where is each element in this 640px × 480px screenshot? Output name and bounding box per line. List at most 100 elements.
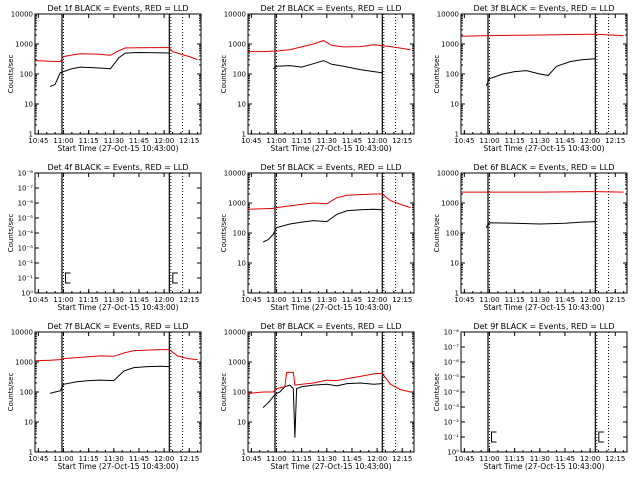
x-tick-label: 11:00 [479,296,499,304]
panel-title: Det 1f BLACK = Events, RED = LLD [47,4,188,13]
detector-panel-7: Det 7f BLACK = Events, RED = LLD 10:45 11:… [7,322,202,471]
x-tick-label: 11:30 [530,455,550,463]
y-tick-label: 10000 [11,11,33,19]
x-tick-label: 11:30 [317,455,337,463]
x-tick-label: 11:00 [479,455,499,463]
y-tick-label: 10⁻⁷ [18,185,34,193]
x-tick-label: 11:30 [104,455,124,463]
x-tick-label: 10:45 [454,296,474,304]
x-tick-label: 10:45 [28,455,48,463]
x-tick-label: 12:15 [605,296,625,304]
x-tick-label: 11:15 [292,137,312,145]
x-tick-label: 10:45 [454,137,474,145]
y-tick-label: 100 [446,71,459,79]
lld-series-line [34,47,198,63]
panel-title: Det 5f BLACK = Events, RED = LLD [260,163,401,172]
y-tick-label: 100 [20,389,33,397]
y-tick-label: 10 [237,260,246,268]
events-series-line [272,60,383,74]
x-tick-label: 12:15 [605,455,625,463]
x-tick-label: 11:45 [555,455,575,463]
y-tick-label: 10⁻⁵ [444,374,460,382]
y-tick-label: 1000 [441,41,459,49]
detector-panel-8: Det 8f BLACK = Events, RED = LLD 10:45 11:… [220,322,415,471]
plot-frame [34,331,202,453]
y-tick-label: 10000 [224,170,246,178]
y-tick-label: 1000 [15,359,33,367]
no-data-bracket [491,431,497,443]
x-axis-label: Start Time (27-Oct-15 10:43:00) [270,144,391,153]
x-tick-label: 11:45 [342,137,362,145]
y-tick-label: 10 [450,101,459,109]
y-tick-label: 1 [242,290,246,298]
y-tick-label: 10000 [437,11,459,19]
y-tick-label: 10⁻⁶ [444,359,460,367]
events-series-line [262,382,383,438]
panel-title: Det 8f BLACK = Events, RED = LLD [260,322,401,331]
y-tick-label: 10000 [224,11,246,19]
x-tick-label: 11:45 [342,296,362,304]
y-tick-label: 10⁰ [447,449,459,457]
y-tick-label: 10⁻² [444,419,460,427]
y-tick-label: 1000 [15,41,33,49]
y-axis-label: Counts/sec [220,373,228,412]
no-data-bracket [598,431,604,443]
x-tick-label: 11:45 [129,296,149,304]
y-tick-label: 10⁻⁸ [18,170,34,178]
y-tick-label: 10 [24,101,33,109]
y-tick-label: 1 [242,131,246,139]
y-tick-label: 10⁻⁸ [444,329,460,337]
x-axis-label: Start Time (27-Oct-15 10:43:00) [483,462,604,471]
x-tick-label: 11:15 [79,455,99,463]
x-tick-label: 12:00 [154,455,174,463]
x-tick-label: 11:15 [79,137,99,145]
y-tick-label: 10⁻⁷ [444,344,460,352]
x-tick-label: 12:00 [367,455,387,463]
x-tick-label: 11:00 [266,455,286,463]
x-tick-label: 12:15 [605,137,625,145]
y-tick-label: 1000 [228,41,246,49]
y-tick-label: 1 [29,131,33,139]
lld-series-line [461,191,624,193]
y-tick-label: 10 [237,419,246,427]
y-tick-label: 1000 [441,200,459,208]
x-tick-label: 11:30 [104,296,124,304]
y-tick-label: 100 [233,389,246,397]
x-tick-label: 11:00 [53,137,73,145]
panel-title: Det 6f BLACK = Events, RED = LLD [473,163,614,172]
x-tick-label: 11:15 [505,137,525,145]
y-tick-label: 10000 [11,329,33,337]
lld-series-line [247,371,411,394]
x-tick-label: 12:15 [179,137,199,145]
y-tick-label: 10⁻³ [444,404,460,412]
y-tick-label: 10 [237,101,246,109]
events-series-line [262,208,383,243]
plot-frame [34,172,202,294]
panel-title: Det 2f BLACK = Events, RED = LLD [260,4,401,13]
x-tick-label: 11:30 [530,137,550,145]
detector-panel-3: Det 3f BLACK = Events, RED = LLD 10:45 11:… [433,4,628,153]
panel-title: Det 3f BLACK = Events, RED = LLD [473,4,614,13]
y-axis-label: Counts/sec [433,214,441,253]
x-tick-label: 11:45 [129,137,149,145]
events-series-line [485,221,596,228]
detector-panel-2: Det 2f BLACK = Events, RED = LLD 10:45 11:… [220,4,415,153]
x-tick-label: 10:45 [28,296,48,304]
lld-series-line [248,40,411,53]
x-tick-label: 11:00 [53,455,73,463]
y-tick-label: 1 [242,449,246,457]
no-data-bracket [172,272,178,284]
x-tick-label: 12:15 [179,455,199,463]
x-axis-label: Start Time (27-Oct-15 10:43:00) [57,303,178,312]
x-tick-label: 12:00 [154,296,174,304]
x-tick-label: 12:15 [392,296,412,304]
x-tick-label: 12:15 [392,455,412,463]
detector-panel-5: Det 5f BLACK = Events, RED = LLD 10:45 11:… [220,163,415,312]
y-tick-label: 10⁻¹ [444,434,460,442]
events-series-line [485,58,596,87]
x-tick-label: 11:15 [292,455,312,463]
lld-series-line [34,349,198,362]
x-tick-label: 10:45 [454,455,474,463]
x-tick-label: 11:15 [79,296,99,304]
plot-frame [460,172,628,294]
